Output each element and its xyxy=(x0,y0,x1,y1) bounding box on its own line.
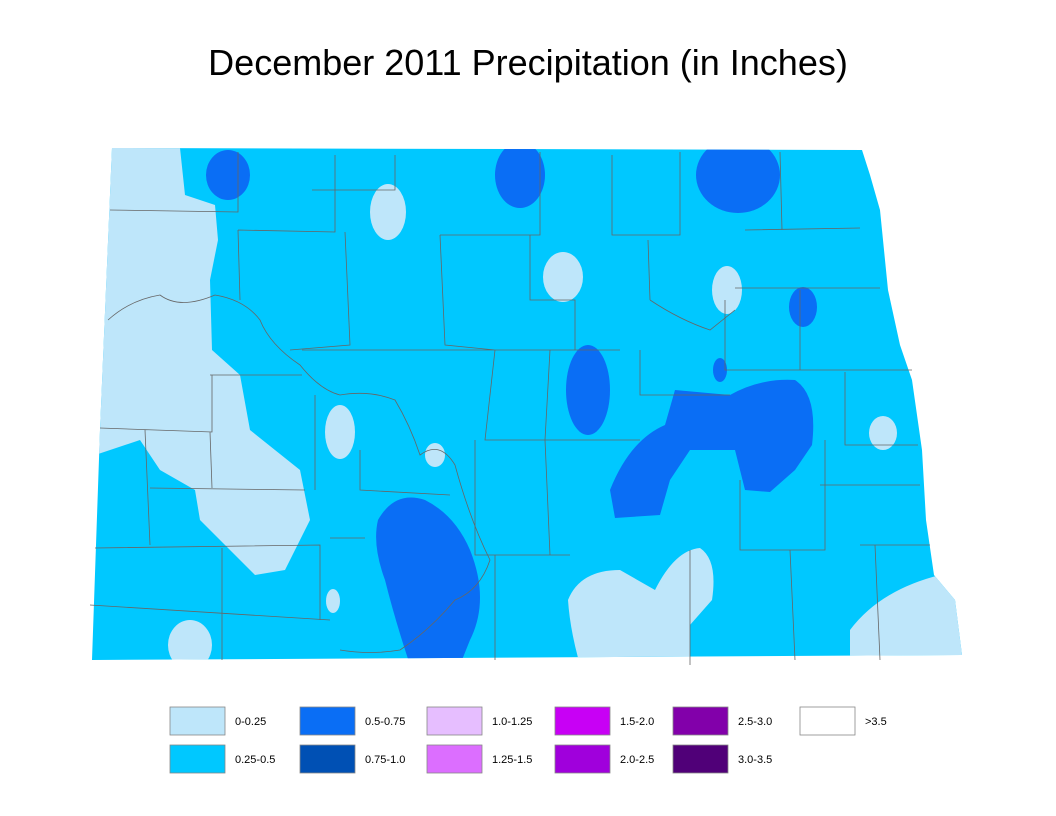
dark-region xyxy=(696,148,780,213)
legend-label: >3.5 xyxy=(865,716,887,728)
light-region xyxy=(370,184,406,240)
legend-swatch xyxy=(169,744,226,774)
legend-swatch xyxy=(299,744,356,774)
legend-label: 2.0-2.5 xyxy=(620,754,654,766)
dark-region xyxy=(206,150,250,200)
legend-swatch xyxy=(426,744,483,774)
legend-label: 0.5-0.75 xyxy=(365,716,405,728)
state-map xyxy=(89,148,962,665)
light-region xyxy=(95,148,310,575)
light-region xyxy=(568,548,714,660)
legend-label: 1.0-1.25 xyxy=(492,716,532,728)
legend-swatch xyxy=(554,706,611,736)
legend-swatch xyxy=(799,706,856,736)
dark-region xyxy=(610,379,814,518)
precip-regions xyxy=(95,148,962,660)
legend-swatch xyxy=(299,706,356,736)
legend-swatch xyxy=(426,706,483,736)
legend-label: 0.25-0.5 xyxy=(235,754,275,766)
legend: 0-0.25 0.25-0.5 0.5-0.75 0.75-1.0 1.0-1.25 1.… xyxy=(169,706,887,774)
legend-label: 1.5-2.0 xyxy=(620,716,654,728)
light-region xyxy=(850,575,962,660)
legend-label: 0.75-1.0 xyxy=(365,754,405,766)
legend-swatch xyxy=(672,706,729,736)
legend-label: 3.0-3.5 xyxy=(738,754,772,766)
light-region xyxy=(326,589,340,613)
map-title: December 2011 Precipitation (in Inches) xyxy=(208,42,848,83)
light-region xyxy=(712,266,742,314)
dark-region xyxy=(376,497,480,660)
county-lines xyxy=(89,151,930,665)
legend-label: 0-0.25 xyxy=(235,716,266,728)
dark-region xyxy=(566,345,610,435)
legend-label: 1.25-1.5 xyxy=(492,754,532,766)
legend-label: 2.5-3.0 xyxy=(738,716,772,728)
legend-swatch xyxy=(169,706,226,736)
legend-swatch xyxy=(554,744,611,774)
dark-region xyxy=(789,287,817,327)
light-region xyxy=(543,252,583,302)
legend-swatch xyxy=(672,744,729,774)
dark-region xyxy=(495,148,545,208)
base-region xyxy=(92,148,962,660)
dark-region xyxy=(713,358,727,382)
light-region xyxy=(325,405,355,459)
light-region xyxy=(869,416,897,450)
light-region xyxy=(168,620,212,660)
light-region xyxy=(425,443,445,467)
